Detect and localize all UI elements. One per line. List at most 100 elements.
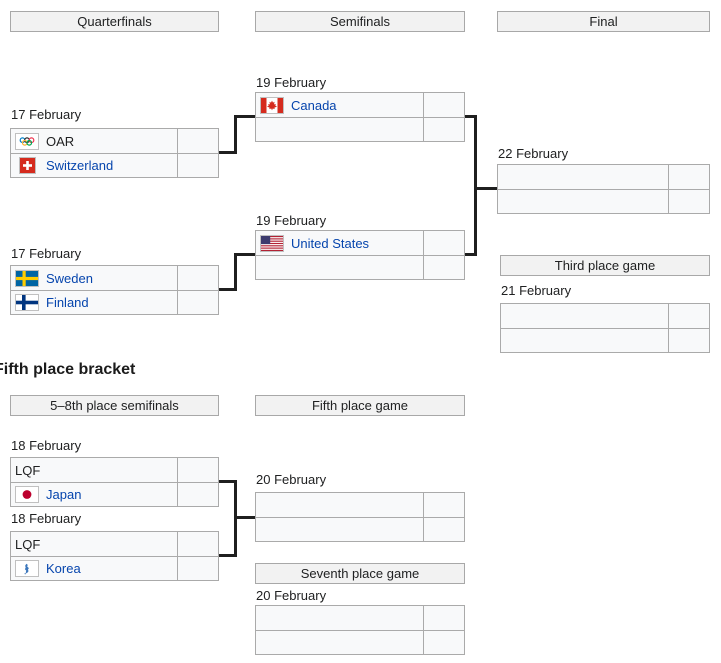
team-cell: [501, 329, 668, 352]
score-cell: [177, 483, 218, 506]
team-row: [256, 517, 464, 541]
team-cell: Sweden: [11, 266, 177, 290]
score-cell: [668, 304, 709, 328]
score-cell: [177, 291, 218, 314]
bracket-connector: [234, 253, 237, 291]
team-row: Canada: [256, 93, 464, 117]
team-row: [498, 189, 709, 213]
team-row: [498, 165, 709, 189]
score-cell: [423, 518, 464, 541]
team-link-korea[interactable]: Korea: [46, 561, 81, 576]
team-cell: Japan: [11, 483, 177, 506]
score-cell: [177, 458, 218, 482]
header-seventh-place-game: Seventh place game: [255, 563, 465, 584]
korea-flag-icon: [15, 560, 39, 577]
bracket-connector: [234, 253, 255, 256]
bracket-connector: [219, 288, 237, 291]
header-final: Final: [497, 11, 710, 32]
match-date: 19 February: [256, 213, 327, 228]
match-fifth-place: [255, 492, 465, 542]
match-date: 21 February: [501, 283, 572, 298]
score-cell: [668, 190, 709, 213]
score-cell: [423, 231, 464, 255]
team-cell: OAR: [11, 129, 177, 153]
bracket-connector: [474, 187, 497, 190]
sweden-flag-icon: [15, 269, 39, 287]
bracket-connector: [219, 554, 237, 557]
team-link-united-states[interactable]: United States: [291, 235, 370, 251]
team-link-japan[interactable]: Japan: [46, 487, 82, 502]
team-row: [256, 606, 464, 630]
team-row: [256, 117, 464, 141]
canada-flag-icon: [260, 96, 284, 114]
team-row: Switzerland: [11, 153, 218, 177]
team-row: Japan: [11, 482, 218, 506]
team-cell: Switzerland: [11, 154, 177, 177]
finland-flag-icon: [15, 294, 39, 311]
match-qf1: OAR Switzerland: [10, 128, 219, 178]
match-qf2: Sweden Finland: [10, 265, 219, 315]
score-cell: [423, 493, 464, 517]
match-sf2: United States: [255, 230, 465, 280]
team-row: LQF: [11, 532, 218, 556]
team-cell: [256, 256, 423, 279]
bracket-connector: [465, 253, 477, 256]
header-5-8th-place-semifinals: 5–8th place semifinals: [10, 395, 219, 416]
team-name-lqf: LQF: [15, 462, 41, 478]
team-row: Finland: [11, 290, 218, 314]
japan-flag-icon: [15, 486, 39, 503]
score-cell: [423, 631, 464, 654]
bracket-connector: [234, 115, 255, 118]
match-date: 17 February: [11, 246, 82, 261]
score-cell: [668, 329, 709, 352]
score-cell: [423, 93, 464, 117]
bracket-connector: [234, 115, 237, 154]
match-date: 18 February: [11, 438, 82, 453]
score-cell: [177, 129, 218, 153]
team-row: Sweden: [11, 266, 218, 290]
header-semifinals: Semifinals: [255, 11, 465, 32]
team-cell: United States: [256, 231, 423, 255]
score-cell: [177, 154, 218, 177]
match-date: 18 February: [11, 511, 82, 526]
header-fifth-place-game: Fifth place game: [255, 395, 465, 416]
team-row: LQF: [11, 458, 218, 482]
team-cell: [256, 631, 423, 654]
bracket-connector: [234, 516, 255, 519]
team-cell: [256, 518, 423, 541]
team-name-lqf: LQF: [15, 536, 41, 552]
bracket-connector: [474, 115, 477, 256]
team-cell: [256, 493, 423, 517]
score-cell: [423, 606, 464, 630]
team-row: Korea: [11, 556, 218, 580]
olympic-rings-flag-icon: [15, 132, 39, 150]
team-row: [501, 328, 709, 352]
match-date: 20 February: [256, 588, 327, 603]
bracket-connector: [219, 480, 237, 483]
team-cell: LQF: [11, 532, 177, 556]
match-date: 20 February: [256, 472, 327, 487]
match-date: 22 February: [498, 146, 569, 161]
team-link-switzerland[interactable]: Switzerland: [46, 158, 114, 173]
header-third-place-game: Third place game: [500, 255, 710, 276]
match-5-8th-a: LQF Japan: [10, 457, 219, 507]
score-cell: [423, 256, 464, 279]
match-third-place: [500, 303, 710, 353]
team-row: United States: [256, 231, 464, 255]
team-link-canada[interactable]: Canada: [291, 97, 337, 113]
score-cell: [668, 165, 709, 189]
match-date: 19 February: [256, 75, 327, 90]
match-sf1: Canada: [255, 92, 465, 142]
score-cell: [177, 266, 218, 290]
team-cell: [501, 304, 668, 328]
bracket-connector: [219, 151, 237, 154]
team-cell: [256, 606, 423, 630]
fifth-place-bracket-heading: Fifth place bracket: [0, 361, 136, 378]
score-cell: [177, 532, 218, 556]
team-link-sweden[interactable]: Sweden: [46, 270, 93, 286]
team-cell: Finland: [11, 291, 177, 314]
bracket-connector: [465, 115, 477, 118]
team-link-finland[interactable]: Finland: [46, 295, 89, 310]
team-cell: [498, 165, 668, 189]
team-cell: Korea: [11, 557, 177, 580]
